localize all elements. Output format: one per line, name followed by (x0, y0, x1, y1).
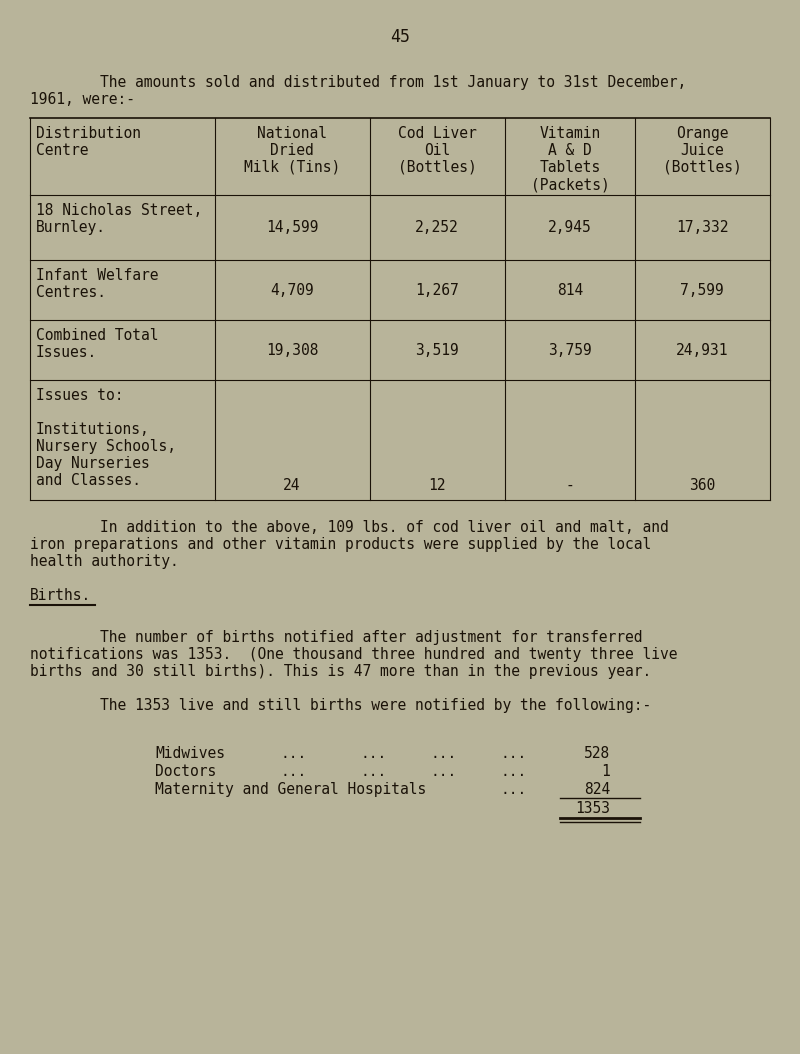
Text: ...: ... (500, 782, 526, 797)
Text: 1: 1 (602, 764, 610, 779)
Text: -: - (566, 479, 574, 493)
Text: Juice: Juice (680, 143, 724, 158)
Text: Infant Welfare: Infant Welfare (36, 268, 158, 284)
Text: Tablets: Tablets (539, 160, 601, 175)
Text: Maternity and General Hospitals: Maternity and General Hospitals (155, 782, 426, 797)
Text: Issues.: Issues. (36, 345, 98, 360)
Text: 3,519: 3,519 (415, 343, 459, 358)
Text: health authority.: health authority. (30, 554, 178, 569)
Text: The amounts sold and distributed from 1st January to 31st December,: The amounts sold and distributed from 1s… (30, 75, 686, 90)
Text: ...: ... (430, 764, 456, 779)
Text: 360: 360 (689, 479, 715, 493)
Text: 814: 814 (557, 284, 583, 298)
Text: Day Nurseries: Day Nurseries (36, 456, 150, 471)
Text: ...: ... (500, 764, 526, 779)
Text: 19,308: 19,308 (266, 343, 318, 358)
Text: notifications was 1353.  (One thousand three hundred and twenty three live: notifications was 1353. (One thousand th… (30, 647, 678, 662)
Text: 18 Nicholas Street,: 18 Nicholas Street, (36, 203, 202, 218)
Text: In addition to the above, 109 lbs. of cod liver oil and malt, and: In addition to the above, 109 lbs. of co… (30, 520, 669, 535)
Text: 14,599: 14,599 (266, 220, 318, 235)
Text: Vitamin: Vitamin (539, 126, 601, 141)
Text: 4,709: 4,709 (270, 284, 314, 298)
Text: Oil: Oil (424, 143, 450, 158)
Text: Institutions,: Institutions, (36, 422, 150, 437)
Text: Cod Liver: Cod Liver (398, 126, 476, 141)
Text: and Classes.: and Classes. (36, 473, 141, 488)
Text: 2,252: 2,252 (415, 220, 459, 235)
Text: Burnley.: Burnley. (36, 220, 106, 235)
Text: (Packets): (Packets) (530, 177, 610, 192)
Text: 2,945: 2,945 (548, 220, 592, 235)
Text: 24: 24 (283, 479, 301, 493)
Text: The number of births notified after adjustment for transferred: The number of births notified after adju… (30, 630, 642, 645)
Text: ...: ... (360, 746, 386, 761)
Text: Centre: Centre (36, 143, 89, 158)
Text: 824: 824 (584, 782, 610, 797)
Text: 528: 528 (584, 746, 610, 761)
Text: 7,599: 7,599 (680, 284, 724, 298)
Text: The 1353 live and still births were notified by the following:-: The 1353 live and still births were noti… (30, 698, 651, 713)
Text: Milk (Tins): Milk (Tins) (244, 160, 340, 175)
Text: 17,332: 17,332 (676, 220, 728, 235)
Text: Midwives: Midwives (155, 746, 225, 761)
Text: (Bottles): (Bottles) (398, 160, 476, 175)
Text: 1353: 1353 (575, 801, 610, 816)
Text: Combined Total: Combined Total (36, 328, 158, 343)
Text: Distribution: Distribution (36, 126, 141, 141)
Text: Doctors: Doctors (155, 764, 216, 779)
Text: 1961, were:-: 1961, were:- (30, 92, 135, 108)
Text: 1,267: 1,267 (415, 284, 459, 298)
Text: ...: ... (360, 764, 386, 779)
Text: Nursery Schools,: Nursery Schools, (36, 440, 176, 454)
Text: A & D: A & D (548, 143, 592, 158)
Text: 45: 45 (390, 28, 410, 46)
Text: Orange: Orange (676, 126, 728, 141)
Text: ...: ... (500, 746, 526, 761)
Text: iron preparations and other vitamin products were supplied by the local: iron preparations and other vitamin prod… (30, 536, 651, 552)
Text: Issues to:: Issues to: (36, 388, 123, 403)
Text: Centres.: Centres. (36, 285, 106, 300)
Text: National: National (257, 126, 327, 141)
Text: ...: ... (280, 764, 306, 779)
Text: 12: 12 (428, 479, 446, 493)
Text: Dried: Dried (270, 143, 314, 158)
Text: 24,931: 24,931 (676, 343, 728, 358)
Text: (Bottles): (Bottles) (662, 160, 742, 175)
Text: births and 30 still births). This is 47 more than in the previous year.: births and 30 still births). This is 47 … (30, 664, 651, 679)
Text: ...: ... (430, 746, 456, 761)
Text: Births.: Births. (30, 588, 91, 603)
Text: 3,759: 3,759 (548, 343, 592, 358)
Text: ...: ... (280, 746, 306, 761)
